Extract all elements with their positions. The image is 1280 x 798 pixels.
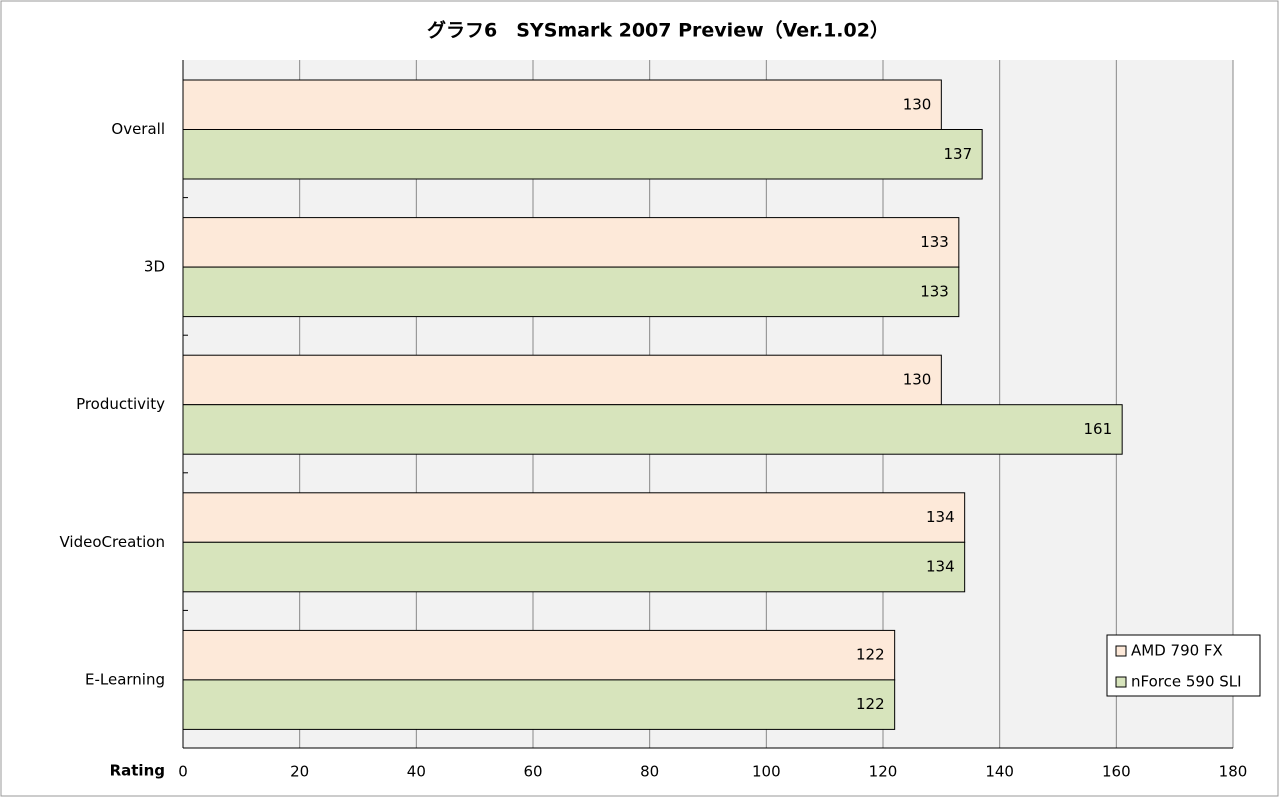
x-tick-label: 20 — [290, 763, 309, 781]
x-tick-label: 0 — [178, 763, 188, 781]
bar — [182, 492, 966, 543]
y-tick-label: VideoCreation — [60, 533, 166, 551]
legend-label: AMD 790 FX — [1131, 642, 1223, 660]
x-tick-label: 80 — [640, 763, 659, 781]
data-label: 122 — [856, 646, 885, 664]
data-label: 122 — [856, 695, 885, 713]
bar — [182, 266, 960, 318]
x-axis-label: Rating — [110, 762, 165, 780]
y-tick-label: 3D — [144, 258, 165, 276]
legend-label: nForce 590 SLI — [1131, 673, 1242, 691]
x-tick-label: 160 — [1102, 763, 1131, 781]
legend-swatch — [1115, 645, 1127, 657]
x-tick-label: 100 — [752, 763, 781, 781]
bar — [182, 679, 896, 730]
data-label: 161 — [1084, 420, 1113, 438]
bar — [182, 404, 1123, 455]
bar — [182, 129, 983, 180]
y-tick-label: Overall — [111, 120, 165, 138]
bar — [182, 354, 942, 406]
x-tick-label: 180 — [1219, 763, 1248, 781]
bar — [182, 79, 942, 130]
y-tick-label: E-Learning — [85, 670, 165, 688]
x-tick-label: 140 — [985, 763, 1014, 781]
bar — [182, 217, 960, 268]
x-tick-label: 40 — [407, 763, 426, 781]
data-label: 130 — [903, 95, 932, 113]
data-label: 134 — [926, 558, 955, 576]
legend-swatch — [1115, 676, 1127, 688]
data-label: 133 — [920, 233, 949, 251]
bar — [182, 541, 966, 593]
x-tick-label: 120 — [869, 763, 898, 781]
bar — [182, 629, 896, 681]
x-tick-label: 60 — [523, 763, 542, 781]
legend-box — [1106, 634, 1261, 697]
y-tick-label: Productivity — [76, 395, 165, 413]
chart-title: グラフ6 SYSmark 2007 Preview（Ver.1.02） — [427, 19, 889, 42]
data-label: 133 — [920, 282, 949, 300]
data-label: 134 — [926, 508, 955, 526]
data-label: 137 — [944, 145, 973, 163]
data-label: 130 — [903, 370, 932, 388]
